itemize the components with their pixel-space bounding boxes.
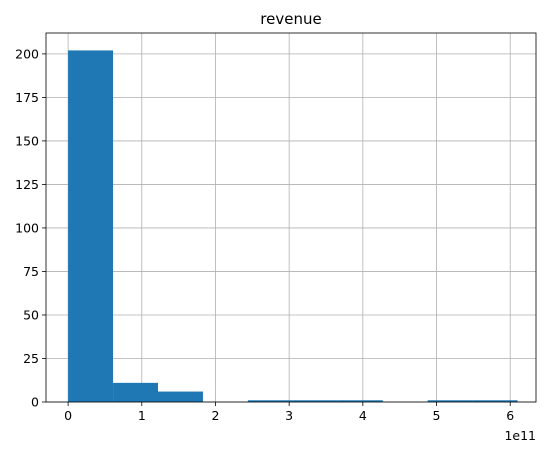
y-tick-label: 0	[31, 395, 39, 410]
x-tick-label: 1	[138, 408, 146, 423]
y-tick-label: 75	[23, 264, 39, 279]
histogram-bar	[292, 400, 338, 402]
plot-frame	[45, 32, 537, 403]
histogram-bar	[337, 400, 383, 402]
y-tick-label: 125	[15, 177, 39, 192]
x-tick-label: 5	[433, 408, 441, 423]
y-tick-label: 25	[23, 351, 39, 366]
y-tick-label: 150	[15, 133, 39, 148]
histogram-bars	[68, 50, 518, 402]
y-tick-label: 100	[15, 220, 39, 235]
x-tick-label: 0	[64, 408, 72, 423]
x-tick-label: 2	[211, 408, 219, 423]
x-tick-label: 3	[285, 408, 293, 423]
x-tick-label: 4	[359, 408, 367, 423]
y-tick-label: 50	[23, 307, 39, 322]
x-tick-label: 6	[506, 408, 514, 423]
y-tick-label: 175	[15, 90, 39, 105]
histogram-bar	[113, 382, 158, 402]
histogram-bar	[68, 50, 114, 402]
chart-title: revenue	[260, 10, 321, 28]
histogram-bar	[472, 400, 518, 402]
y-tick-label: 200	[15, 46, 39, 61]
grid-lines	[46, 33, 536, 403]
histogram-bar	[427, 400, 473, 402]
axes: 0 1 2 3 4 5 6 0 25 50 75 100 125 150 175 200	[15, 32, 537, 423]
x-axis-offset-label: 1e11	[504, 428, 536, 443]
histogram-bar	[158, 391, 203, 402]
histogram-bar	[247, 400, 293, 402]
